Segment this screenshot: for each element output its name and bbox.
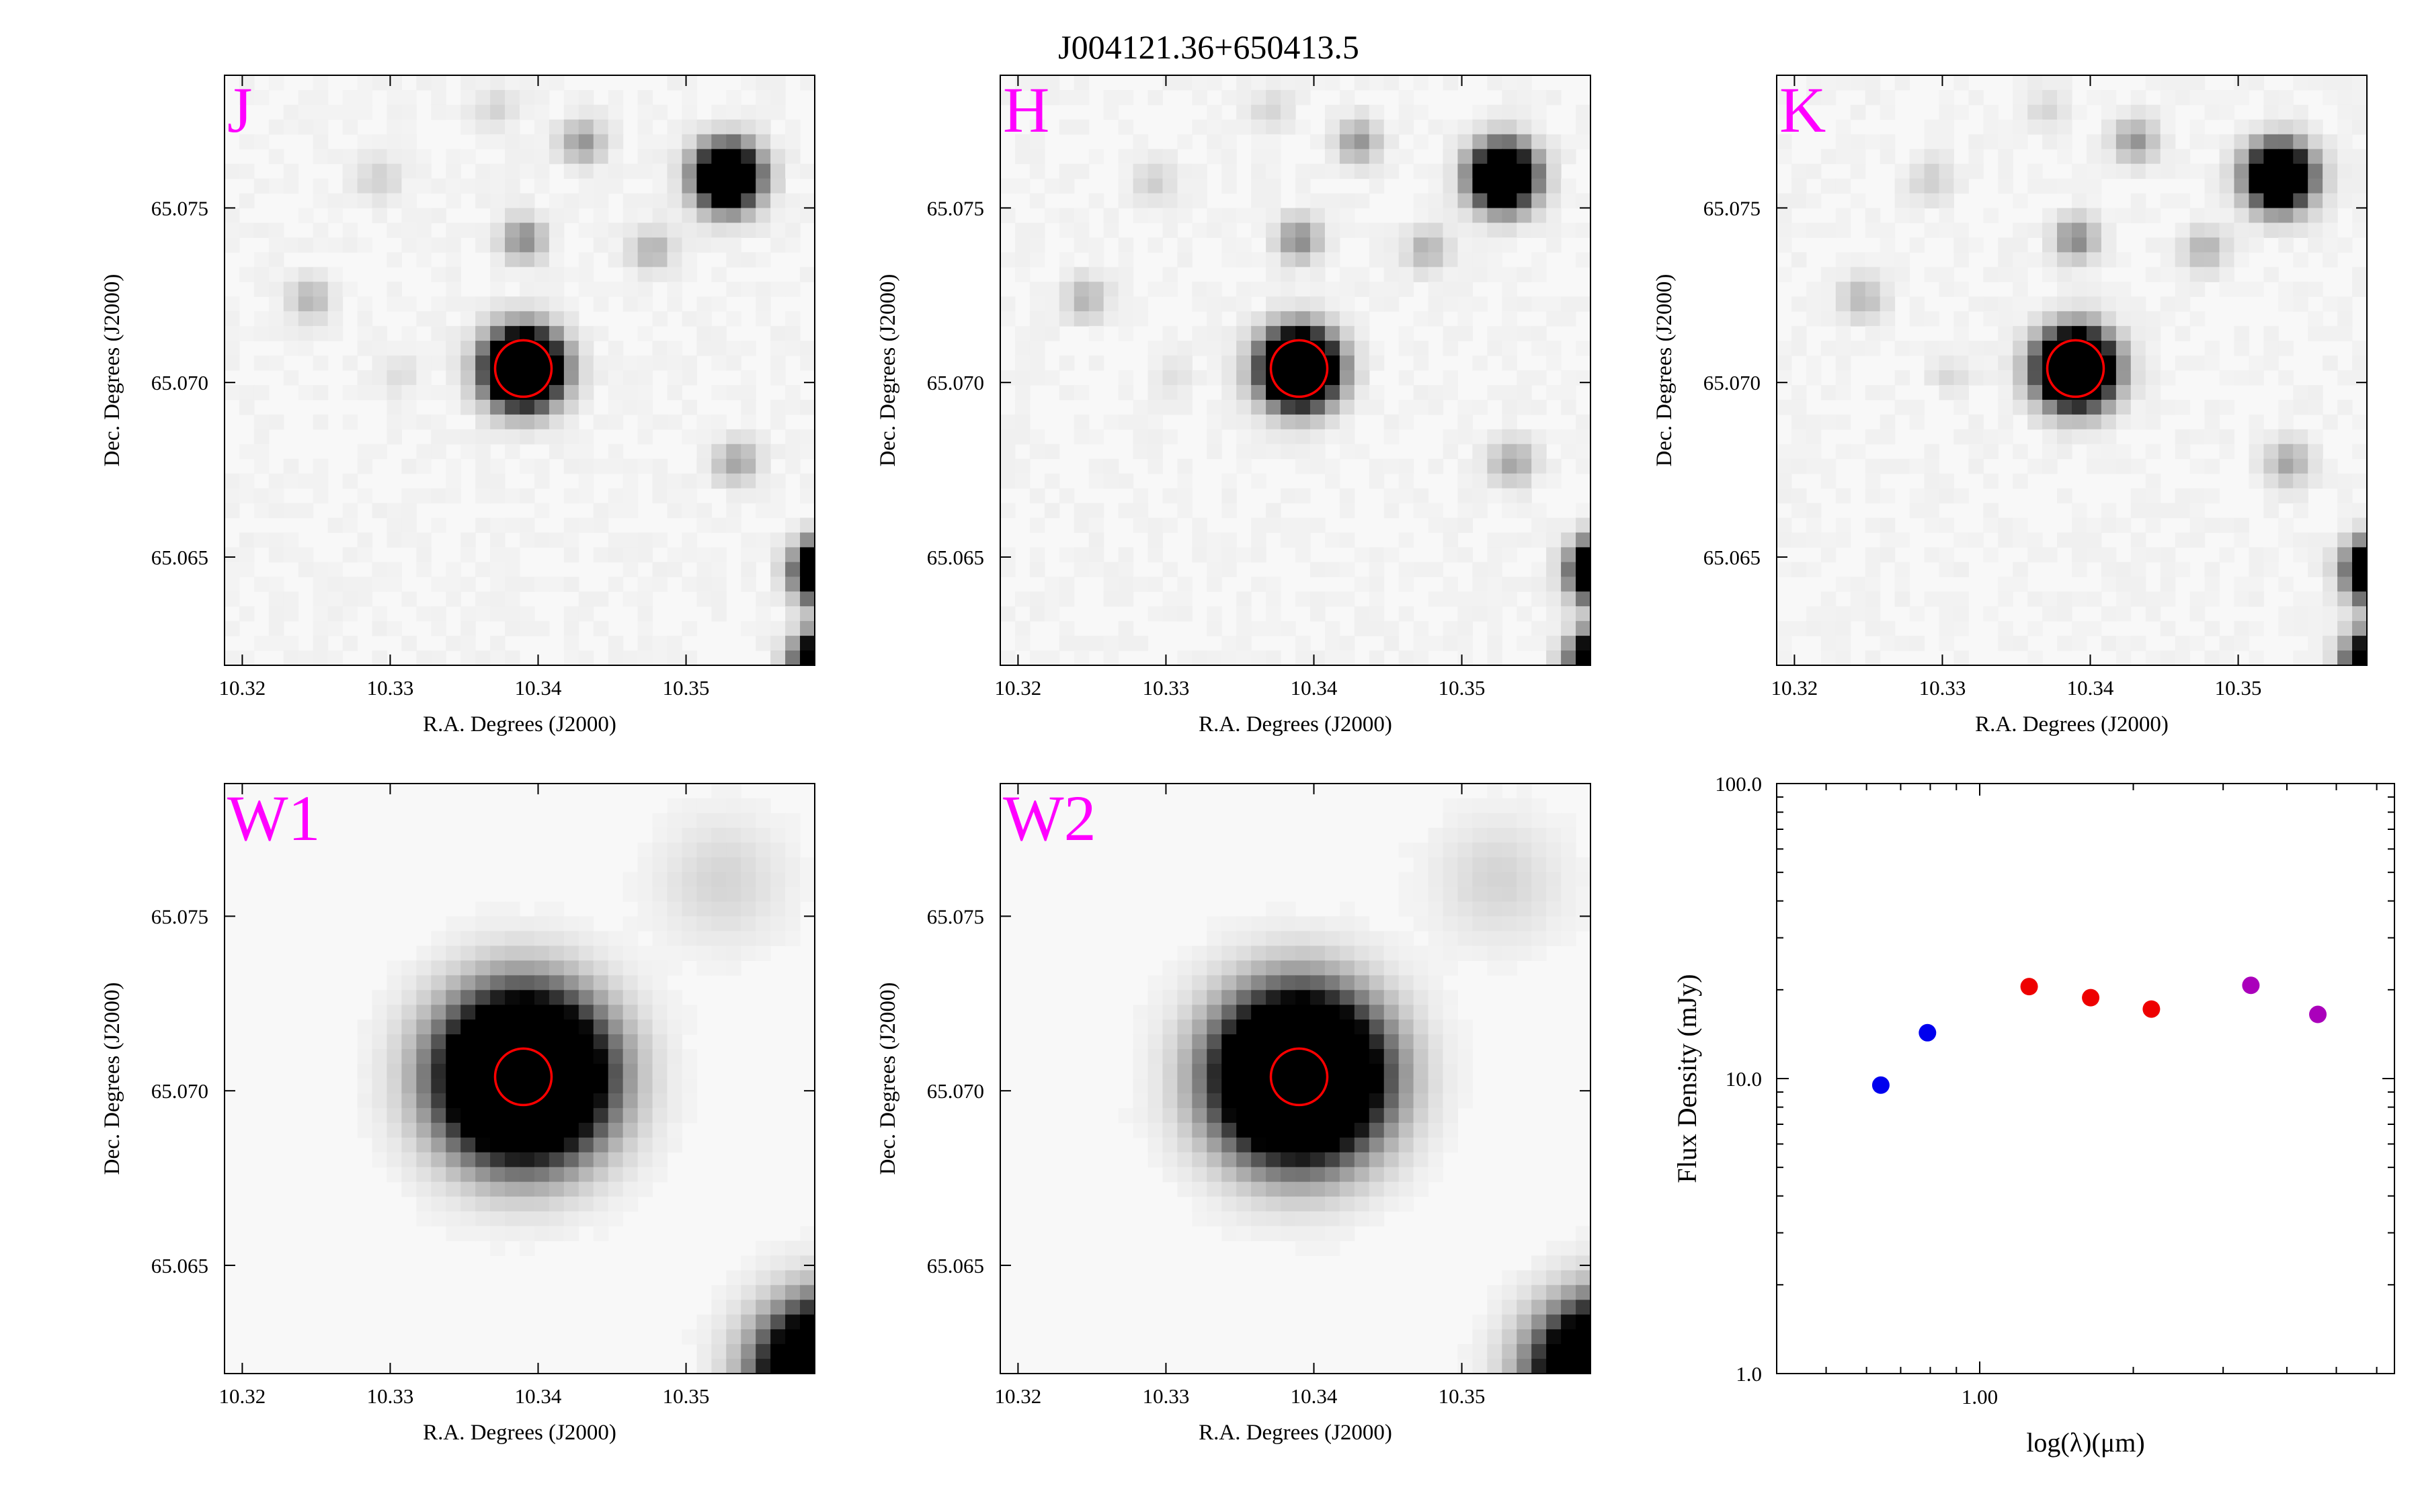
x-axis-label: R.A. Degrees (J2000) [423,712,616,737]
x-tick-label: 10.33 [367,676,414,700]
aperture-circle [1269,339,1329,398]
sky-image [225,75,815,665]
x-tick-label: 10.33 [1143,676,1190,700]
y-tick-label: 1.0 [1736,1362,1762,1386]
x-tick-label: 10.35 [1439,676,1486,700]
panel-w2: 10.32 10.33 10.34 10.35 65.065 65.070 65.075 R.… [876,782,1591,1445]
axes-frame [224,75,815,666]
y-tick-label: 65.075 [1703,196,1761,220]
x-tick-label: 10.35 [1439,1384,1486,1408]
x-tick-label: 10.34 [515,1384,562,1408]
panel-h: 10.32 10.33 10.34 10.35 65.065 65.070 65.075 R.… [876,74,1591,737]
x-tick-label: 10.33 [367,1384,414,1408]
y-tick-label: 65.065 [927,1254,984,1277]
panel-sed: 1.0 10.0 100.0 1.00 log(λ)(μm) Flux Density (… [1672,772,2395,1458]
y-axis-label: Dec. Degrees (J2000) [876,982,900,1175]
x-axis-label: R.A. Degrees (J2000) [1199,1421,1392,1445]
band-label: K [1779,74,1826,146]
sed-point [2020,978,2038,996]
y-tick-label: 65.065 [1703,546,1761,569]
y-tick-label: 10.0 [1726,1067,1762,1091]
y-axis-label: Flux Density (mJy) [1672,974,1702,1183]
y-axis-label: Dec. Degrees (J2000) [1652,274,1677,467]
y-tick-label: 65.070 [927,1079,984,1103]
y-tick-label: 65.070 [151,371,208,394]
band-label: H [1003,74,1049,146]
x-tick-label: 10.32 [219,676,266,700]
panel-j: 10.32 10.33 10.34 10.35 65.065 65.070 65.075 R.… [100,74,815,737]
x-axis-label: R.A. Degrees (J2000) [423,1421,616,1445]
axes-frame [224,783,815,1374]
sky-image [1000,784,1590,1374]
x-tick-label: 10.32 [219,1384,266,1408]
sky-image [1000,75,1590,665]
y-axis-label: Dec. Degrees (J2000) [100,982,124,1175]
axes-frame [1776,783,2395,1374]
y-tick-label: 65.075 [927,196,984,220]
y-tick-label: 65.065 [151,546,208,569]
sky-image [225,784,815,1374]
y-axis-label: Dec. Degrees (J2000) [876,274,900,467]
y-tick-label: 65.065 [927,546,984,569]
y-tick-label: 65.070 [1703,371,1761,394]
sed-point [2242,976,2260,995]
aperture-circle [1269,1047,1329,1107]
y-tick-label: 100.0 [1715,772,1762,796]
x-tick-label: 10.35 [2215,676,2262,700]
figure-title: J004121.36+650413.5 [1058,28,1359,66]
band-label: W2 [1003,782,1096,854]
x-tick-label: 10.32 [995,676,1042,700]
y-tick-label: 65.070 [927,371,984,394]
panel-w1: 10.32 10.33 10.34 10.35 65.065 65.070 65.075 R.… [100,782,815,1445]
axes-frame [1000,75,1591,666]
aperture-circle [493,1047,553,1107]
x-tick-label: 10.35 [663,1384,710,1408]
aperture-circle [2046,339,2105,398]
sed-point [2082,989,2100,1007]
y-tick-label: 65.075 [151,905,208,928]
sed-point [2309,1005,2327,1023]
panel-k: 10.32 10.33 10.34 10.35 65.065 65.070 65.075 R.… [1652,74,2368,737]
x-tick-label: 1.00 [1962,1385,1998,1409]
y-tick-label: 65.070 [151,1079,208,1103]
sky-image [1777,75,2367,665]
axes-frame [1776,75,2368,666]
axes-frame [1000,783,1591,1374]
sed-point [2142,1000,2161,1018]
x-tick-label: 10.34 [1291,676,1338,700]
x-tick-label: 10.34 [1291,1384,1338,1408]
x-tick-label: 10.33 [1919,676,1966,700]
band-label: W1 [227,782,321,854]
x-tick-label: 10.32 [1771,676,1818,700]
x-axis-label: log(λ)(μm) [2026,1427,2144,1458]
x-axis-label: R.A. Degrees (J2000) [1975,712,2169,737]
x-tick-label: 10.32 [995,1384,1042,1408]
x-tick-label: 10.33 [1143,1384,1190,1408]
band-label: J [227,74,252,146]
y-tick-label: 65.065 [151,1254,208,1277]
x-axis-label: R.A. Degrees (J2000) [1199,712,1392,737]
x-tick-label: 10.34 [515,676,562,700]
aperture-circle [493,339,553,398]
sed-point [1919,1023,1937,1042]
x-tick-label: 10.34 [2067,676,2114,700]
y-axis-label: Dec. Degrees (J2000) [100,274,124,467]
y-tick-label: 65.075 [927,905,984,928]
sed-point [1871,1076,1890,1094]
x-tick-label: 10.35 [663,676,710,700]
y-tick-label: 65.075 [151,196,208,220]
